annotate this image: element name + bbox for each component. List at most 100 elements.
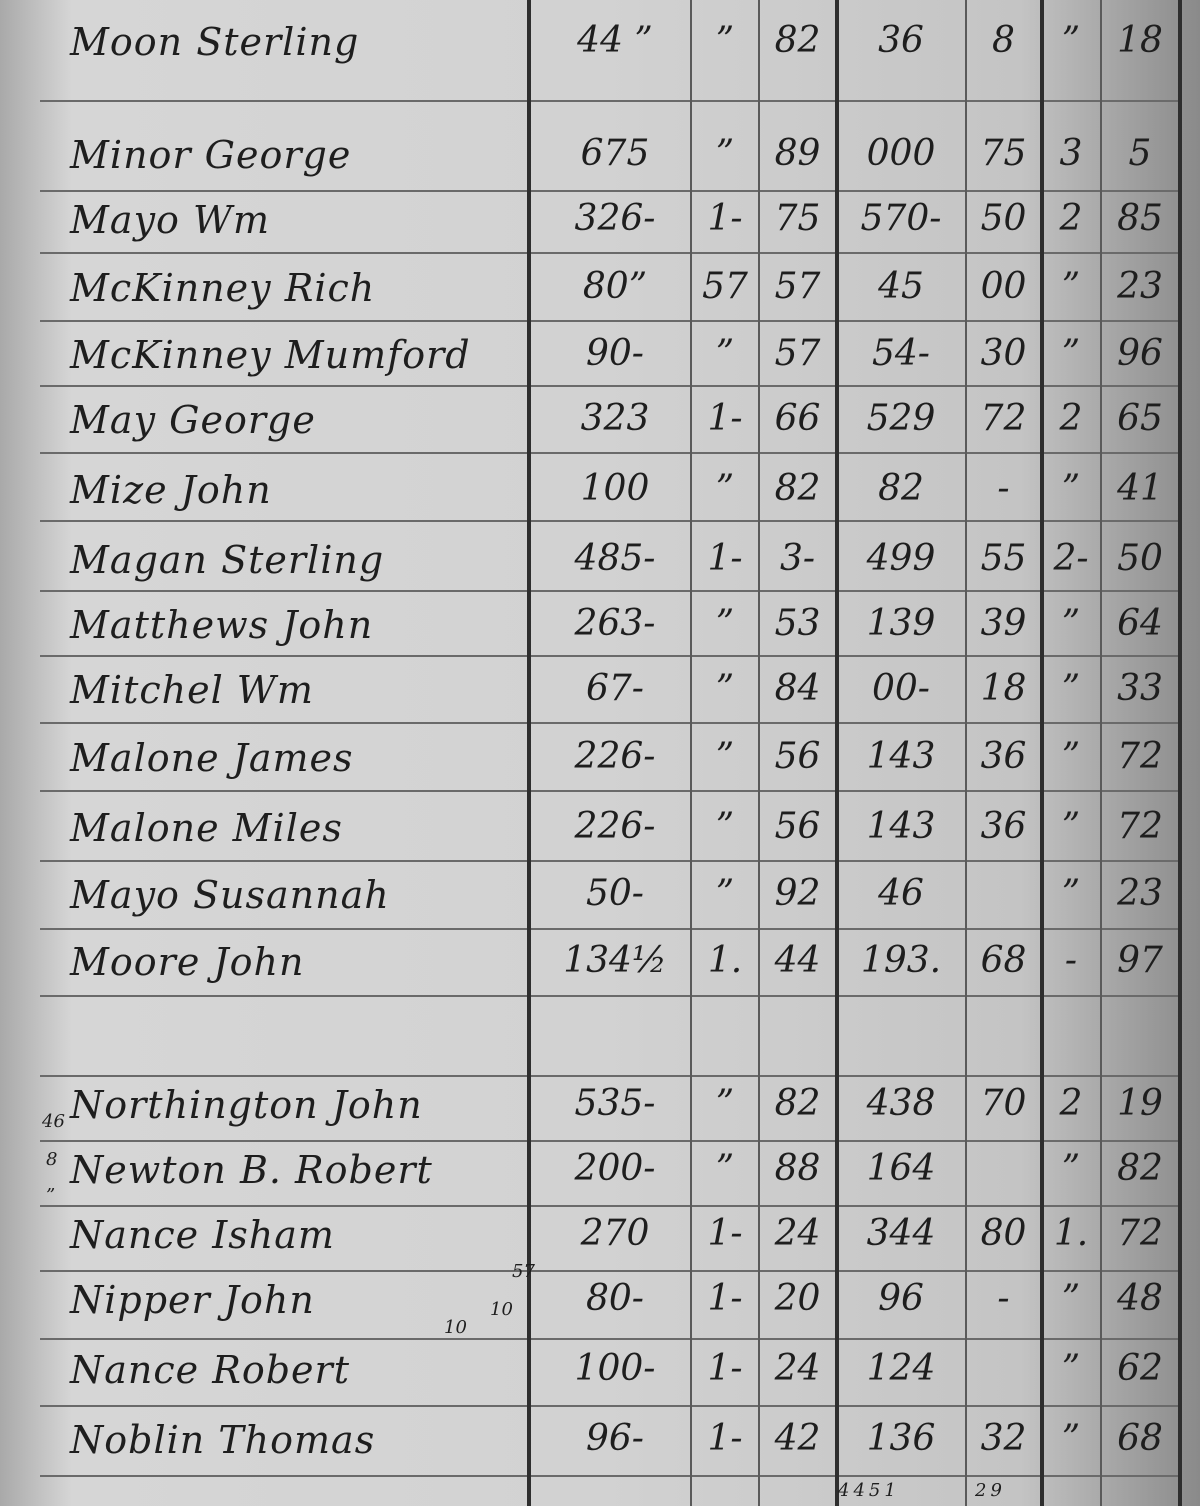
ledger-cell-col5: 50 bbox=[980, 198, 1027, 239]
ledger-row: Minor George 675 ” 89 000 75 3 5 bbox=[0, 125, 1200, 185]
ruled-line bbox=[40, 1270, 1180, 1272]
ruled-line bbox=[40, 252, 1180, 254]
ledger-cell-col7: 72 bbox=[1117, 736, 1163, 777]
taxpayer-name: Minor George bbox=[70, 133, 352, 177]
ruled-line bbox=[40, 1338, 1180, 1340]
ledger-cell-col4: 139 bbox=[866, 603, 936, 644]
ledger-cell-col2: ” bbox=[715, 668, 735, 709]
ledger-cell-col6: ” bbox=[1061, 668, 1081, 709]
ruled-line bbox=[40, 655, 1180, 657]
ruled-line bbox=[40, 520, 1180, 522]
ledger-cell-col3: 44 bbox=[774, 940, 821, 981]
ledger-cell-col1: 67- bbox=[586, 668, 644, 709]
ledger-cell-col7: 33 bbox=[1117, 668, 1163, 709]
ledger-cell-col5: 18 bbox=[980, 668, 1027, 709]
ledger-row: Nance Isham 270 1- 24 344 80 1. 72 bbox=[0, 1205, 1200, 1265]
ledger-cell-col1: 535- bbox=[574, 1083, 656, 1124]
taxpayer-name: McKinney Mumford bbox=[70, 333, 471, 377]
ledger-cell-col2: ” bbox=[715, 133, 735, 174]
ledger-row: Moon Sterling 44 ” ” 82 36 8 ” 18 bbox=[0, 12, 1200, 72]
ruled-line bbox=[40, 452, 1180, 454]
ledger-cell-col3: 20 bbox=[774, 1278, 821, 1319]
ledger-cell-col2: ” bbox=[715, 333, 735, 374]
ledger-cell-col4: 143 bbox=[866, 736, 936, 777]
ledger-row: Nance Robert 100- 1- 24 124 ” 62 bbox=[0, 1340, 1200, 1400]
ledger-cell-col2: ” bbox=[715, 603, 735, 644]
ledger-cell-col5: 55 bbox=[980, 538, 1027, 579]
ledger-cell-col7: 65 bbox=[1117, 398, 1163, 439]
ledger-row: Northington John 535- ” 82 438 70 2 19 bbox=[0, 1075, 1200, 1135]
ledger-cell-col5: 68 bbox=[980, 940, 1027, 981]
ruled-line bbox=[40, 1205, 1180, 1207]
ledger-cell-col3: 42 bbox=[774, 1418, 821, 1459]
ledger-cell-col3: 3- bbox=[779, 538, 816, 579]
ledger-cell-col5: 72 bbox=[980, 398, 1027, 439]
margin-note: 10 bbox=[490, 1299, 513, 1320]
ruled-line bbox=[40, 1405, 1180, 1407]
ledger-cell-col2: 1- bbox=[707, 198, 743, 239]
column-rule bbox=[1040, 0, 1044, 1506]
ledger-cell-col3: 92 bbox=[774, 873, 821, 914]
taxpayer-name: McKinney Rich bbox=[70, 266, 376, 310]
ledger-cell-col5: - bbox=[997, 468, 1010, 509]
ledger-cell-col1: 270 bbox=[580, 1213, 650, 1254]
margin-note: ” bbox=[46, 1185, 56, 1206]
ledger-cell-col4: 124 bbox=[866, 1348, 936, 1389]
ledger-cell-col2: ” bbox=[715, 1148, 735, 1189]
taxpayer-name: Moon Sterling bbox=[70, 20, 360, 64]
ledger-cell-col1: 44 ” bbox=[577, 20, 653, 61]
ledger-cell-col4: 529 bbox=[866, 398, 936, 439]
ledger-cell-col6: 2 bbox=[1059, 198, 1083, 239]
margin-note: 10 bbox=[444, 1317, 467, 1338]
ledger-cell-col5: 36 bbox=[980, 736, 1027, 777]
taxpayer-name: Mayo Susannah bbox=[70, 873, 390, 917]
ledger-cell-col6: ” bbox=[1061, 468, 1081, 509]
taxpayer-name: Nance Isham bbox=[70, 1213, 335, 1257]
ledger-cell-col6: ” bbox=[1061, 1418, 1081, 1459]
ledger-cell-col5: 39 bbox=[980, 603, 1027, 644]
ledger-cell-col1: 134½ bbox=[563, 940, 667, 981]
taxpayer-name: Northington John bbox=[70, 1083, 423, 1127]
margin-note: 46 bbox=[42, 1111, 65, 1132]
ledger-cell-col3: 82 bbox=[774, 1083, 821, 1124]
ledger-cell-col4: 46 bbox=[878, 873, 924, 914]
ledger-cell-col4: 00- bbox=[872, 668, 930, 709]
column-rule bbox=[1100, 0, 1102, 1506]
ledger-cell-col7: 85 bbox=[1117, 198, 1163, 239]
ledger-cell-col3: 53 bbox=[774, 603, 821, 644]
ledger-cell-col6: ” bbox=[1061, 736, 1081, 777]
taxpayer-name: Moore John bbox=[70, 940, 305, 984]
ledger-cell-col6: ” bbox=[1061, 20, 1081, 61]
ledger-cell-col1: 485- bbox=[574, 538, 656, 579]
ledger-cell-col4: 164 bbox=[866, 1148, 936, 1189]
ledger-row: Malone Miles 226- ” 56 143 36 ” 72 bbox=[0, 798, 1200, 858]
ledger-cell-col2: ” bbox=[715, 20, 735, 61]
ledger-cell-col1: 80- bbox=[586, 1278, 644, 1319]
ledger-cell-col3: 84 bbox=[774, 668, 821, 709]
taxpayer-name: Magan Sterling bbox=[70, 538, 385, 582]
ledger-cell-col7: 5 bbox=[1128, 133, 1152, 174]
ruled-line bbox=[40, 1475, 1180, 1477]
ruled-line bbox=[40, 1140, 1180, 1142]
column-total: 29 bbox=[975, 1480, 1006, 1501]
ledger-cell-col6: ” bbox=[1061, 333, 1081, 374]
ledger-row: Malone James 226- ” 56 143 36 ” 72 bbox=[0, 728, 1200, 788]
taxpayer-name: Mayo Wm bbox=[70, 198, 271, 242]
ledger-cell-col3: 24 bbox=[774, 1348, 821, 1389]
ledger-cell-col6: ” bbox=[1061, 266, 1081, 307]
ledger-cell-col6: ” bbox=[1061, 873, 1081, 914]
ledger-cell-col3: 75 bbox=[774, 198, 821, 239]
ledger-cell-col6: ” bbox=[1061, 1278, 1081, 1319]
ledger-cell-col2: ” bbox=[715, 806, 735, 847]
ledger-cell-col5: - bbox=[997, 1278, 1010, 1319]
ledger-cell-col1: 80” bbox=[582, 266, 648, 307]
ruled-line bbox=[40, 928, 1180, 930]
column-rule bbox=[965, 0, 967, 1506]
ledger-cell-col2: ” bbox=[715, 468, 735, 509]
taxpayer-name: Malone Miles bbox=[70, 806, 343, 850]
ledger-row: Noblin Thomas 96- 1- 42 136 32 ” 68 bbox=[0, 1410, 1200, 1470]
ledger-cell-col3: 57 bbox=[774, 266, 821, 307]
ledger-row: McKinney Rich 80” 57 57 45 00 ” 23 bbox=[0, 258, 1200, 318]
ledger-cell-col1: 263- bbox=[574, 603, 656, 644]
taxpayer-name: Malone James bbox=[70, 736, 354, 780]
